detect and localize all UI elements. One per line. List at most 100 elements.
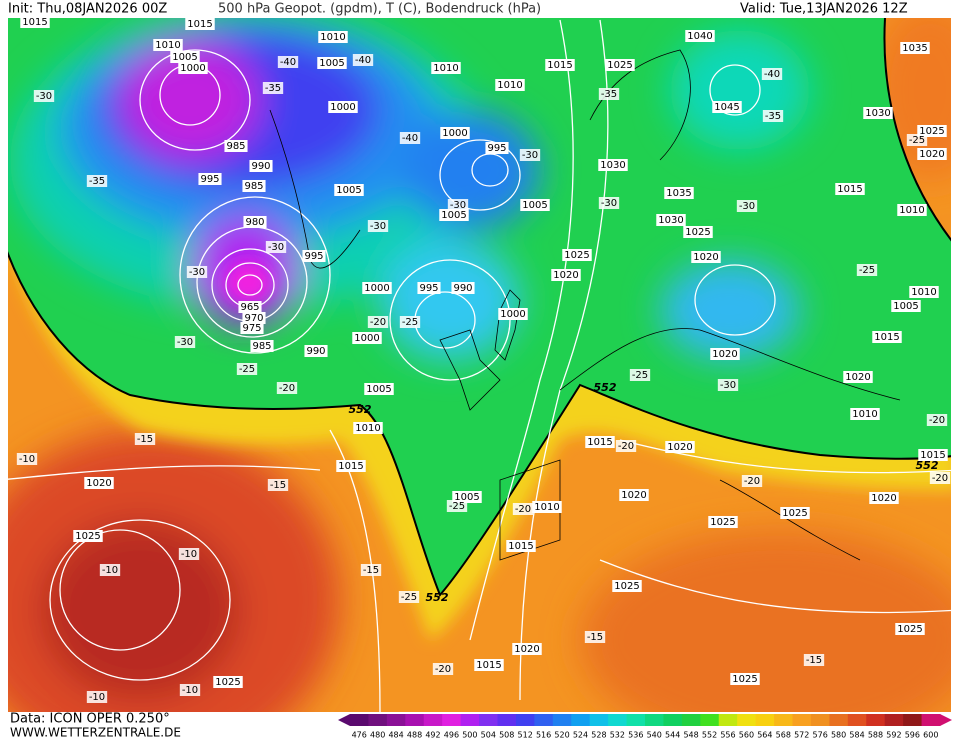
label-box bbox=[843, 371, 873, 383]
colorbar-label: 560 bbox=[739, 731, 754, 740]
label-box bbox=[99, 564, 121, 576]
label-box bbox=[619, 489, 649, 501]
map-label: -20 bbox=[932, 473, 948, 484]
colorbar-label: 484 bbox=[388, 731, 403, 740]
map-label: 1005 bbox=[319, 58, 344, 69]
label-box bbox=[352, 332, 382, 344]
map-label: -10 bbox=[89, 692, 105, 703]
map-label: -10 bbox=[182, 685, 198, 696]
map-label: 1030 bbox=[658, 215, 683, 226]
colorbar-swatch bbox=[792, 714, 812, 726]
label-box bbox=[134, 433, 156, 445]
label-box bbox=[276, 382, 298, 394]
map-label: 1015 bbox=[547, 60, 572, 71]
cyan-area bbox=[380, 240, 520, 360]
map-label: 1030 bbox=[865, 108, 890, 119]
label-box bbox=[895, 623, 925, 635]
label-box bbox=[474, 659, 504, 671]
map-label: 1035 bbox=[666, 188, 691, 199]
label-box bbox=[562, 249, 592, 261]
colorbar-swatch bbox=[755, 714, 775, 726]
label-box bbox=[929, 472, 951, 484]
label-box bbox=[498, 308, 528, 320]
map-label: 1005 bbox=[172, 52, 197, 63]
map-label: 1020 bbox=[693, 252, 718, 263]
colorbar-swatch bbox=[405, 714, 425, 726]
label-box bbox=[835, 183, 865, 195]
label-box bbox=[224, 140, 248, 152]
map-label: 1010 bbox=[355, 423, 380, 434]
colorbar-label: 540 bbox=[647, 731, 662, 740]
map-label: 1010 bbox=[155, 40, 180, 51]
label-box bbox=[612, 580, 642, 592]
map-label: 1005 bbox=[441, 210, 466, 221]
map-label: 1025 bbox=[75, 531, 100, 542]
data-source: Data: ICON OPER 0.250° bbox=[10, 712, 170, 727]
label-box bbox=[717, 379, 739, 391]
map-label: -10 bbox=[181, 549, 197, 560]
map-label: 975 bbox=[242, 323, 261, 334]
label-box bbox=[238, 301, 262, 313]
label-box bbox=[304, 345, 328, 357]
map-label: 1025 bbox=[710, 517, 735, 528]
map-label: 980 bbox=[245, 217, 264, 228]
colorbar-label: 588 bbox=[868, 731, 883, 740]
map-label: 1010 bbox=[320, 32, 345, 43]
label-box bbox=[917, 148, 947, 160]
valid-time: Valid: Tue,13JAN2026 12Z bbox=[740, 2, 908, 17]
colorbar-arrow-right bbox=[940, 714, 952, 726]
colorbar-label: 528 bbox=[591, 731, 606, 740]
label-box bbox=[362, 282, 392, 294]
map-label: -20 bbox=[515, 504, 531, 515]
map-label: 1015 bbox=[587, 437, 612, 448]
colorbar-swatch bbox=[847, 714, 867, 726]
map-label: -35 bbox=[89, 176, 105, 187]
label-box bbox=[431, 62, 461, 74]
map-label: 1020 bbox=[871, 493, 896, 504]
label-box bbox=[710, 348, 740, 360]
label-box bbox=[629, 369, 651, 381]
map-label: -30 bbox=[601, 198, 617, 209]
map-label: 1010 bbox=[433, 63, 458, 74]
label-box bbox=[891, 300, 921, 312]
label-box bbox=[532, 501, 562, 513]
map-label: 1015 bbox=[476, 660, 501, 671]
colorbar-swatch bbox=[681, 714, 701, 726]
label-box bbox=[762, 110, 784, 122]
label-box bbox=[685, 30, 715, 42]
label-box bbox=[897, 204, 927, 216]
colorbar-label: 552 bbox=[702, 731, 717, 740]
label-box bbox=[179, 684, 201, 696]
label-box bbox=[926, 414, 948, 426]
colorbar-label: 568 bbox=[776, 731, 791, 740]
label-box bbox=[174, 336, 196, 348]
map-label: -15 bbox=[587, 632, 603, 643]
label-box bbox=[417, 282, 441, 294]
map-label: 1020 bbox=[919, 149, 944, 160]
map-label: 1000 bbox=[364, 283, 389, 294]
map-label: 1015 bbox=[874, 332, 899, 343]
map-label: 995 bbox=[487, 143, 506, 154]
colorbar-label: 480 bbox=[370, 731, 385, 740]
map-label: 1020 bbox=[553, 270, 578, 281]
map-label: 1010 bbox=[852, 409, 877, 420]
label-box bbox=[712, 101, 742, 113]
label-box bbox=[909, 286, 939, 298]
label-box bbox=[598, 88, 620, 100]
colorbar-label: 584 bbox=[849, 731, 864, 740]
map-label: -35 bbox=[601, 89, 617, 100]
label-box bbox=[440, 127, 470, 139]
colorbar-swatch bbox=[645, 714, 664, 726]
label-box bbox=[598, 197, 620, 209]
map-label: -35 bbox=[765, 111, 781, 122]
cyclone-center bbox=[226, 262, 270, 302]
colorbar-swatch bbox=[515, 714, 535, 726]
label-box bbox=[615, 440, 637, 452]
label-box bbox=[262, 82, 284, 94]
colorbar-swatch bbox=[866, 714, 886, 726]
label-box bbox=[86, 175, 108, 187]
colorbar-label: 548 bbox=[683, 731, 698, 740]
colorbar-swatch bbox=[460, 714, 480, 726]
